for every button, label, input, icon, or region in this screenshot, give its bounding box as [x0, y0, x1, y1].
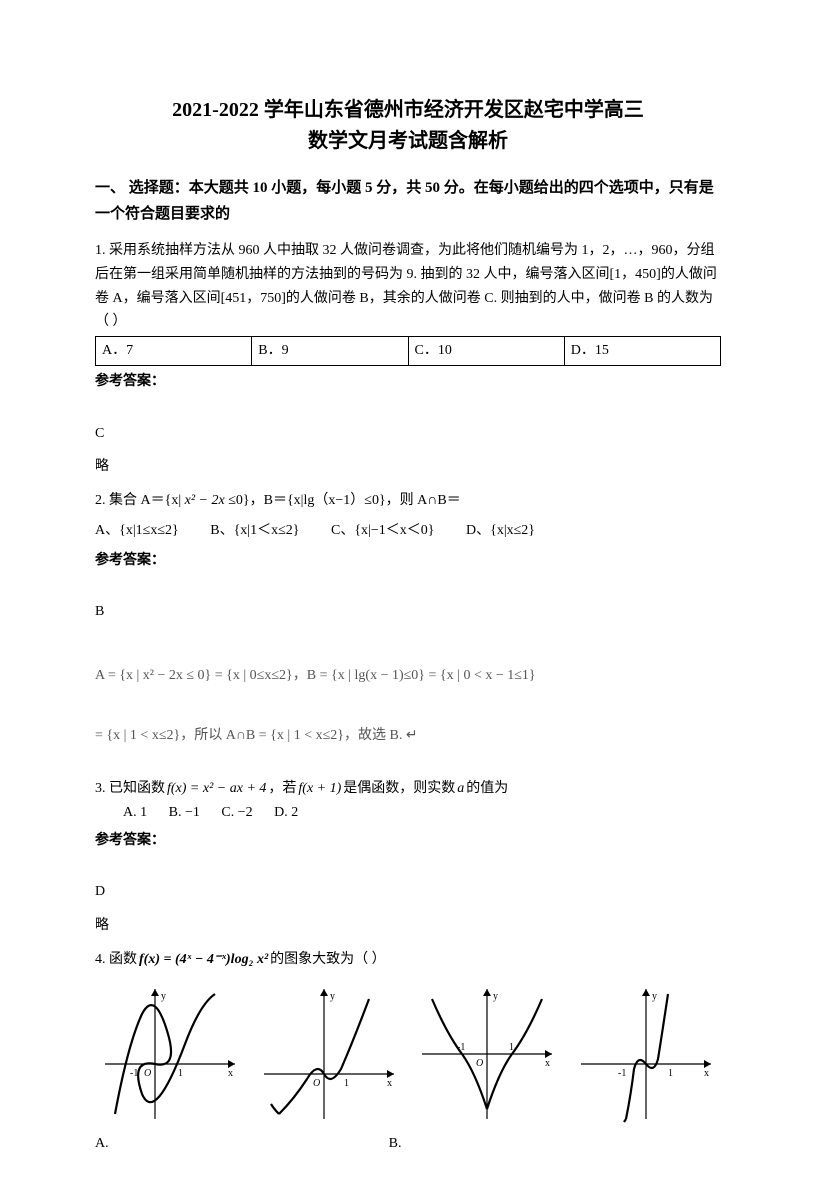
q1-answer: C — [95, 422, 721, 446]
q2-option-a: A、{x|1≤x≤2} — [95, 523, 179, 538]
svg-text:x: x — [228, 1068, 233, 1079]
svg-text:y: y — [652, 991, 657, 1002]
q2-option-c: C、{x|−1＜x＜0} — [331, 523, 434, 538]
q2-option-d: D、{x|x≤2} — [466, 523, 535, 538]
q1-option-d: D．15 — [564, 337, 720, 366]
q1-answer-label: 参考答案： — [95, 370, 721, 394]
q4-text: 4. 函数 f(x) = (4ˣ − 4⁻ˣ)log₂ x² 的图象大致为（ ） — [95, 948, 721, 972]
q3-mid: ，若 — [268, 777, 296, 801]
q2-expr1: x² − 2x — [185, 493, 225, 508]
question-3: 3. 已知函数 f(x) = x² − ax + 4 ，若 f(x + 1) 是… — [95, 777, 721, 938]
q4-pre: 4. 函数 — [95, 948, 137, 972]
q3-text: 3. 已知函数 f(x) = x² − ax + 4 ，若 f(x + 1) 是… — [95, 777, 721, 801]
q4-post: 的图象大致为（ ） — [270, 948, 386, 972]
graph-d: y x -1 1 — [571, 984, 722, 1124]
title-line2: 数学文月考试题含解析 — [95, 124, 721, 158]
q4-label-b: B. — [389, 1132, 402, 1156]
q1-slight: 略 — [95, 455, 721, 479]
q2-answer: B — [95, 600, 721, 624]
svg-text:y: y — [493, 991, 498, 1002]
q4-option-labels: A. B. — [95, 1132, 721, 1156]
q3-tail: 的值为 — [466, 777, 508, 801]
q3-slight: 略 — [95, 914, 721, 938]
q3-expr3: a — [457, 777, 464, 801]
q2-mid: ≤0}，B＝{x|lg（x−1）≤0}，则 A∩B＝ — [225, 493, 461, 508]
q3-post: 是偶函数，则实数 — [343, 777, 455, 801]
q2-pre: 2. 集合 A＝{x| — [95, 493, 185, 508]
q3-option-a: A. 1 — [123, 805, 147, 820]
q1-text: 1. 采用系统抽样方法从 960 人中抽取 32 人做问卷调查，为此将他们随机编… — [95, 239, 721, 334]
q1-option-c: C．10 — [408, 337, 564, 366]
q2-answer-label: 参考答案： — [95, 549, 721, 573]
q4-graphs: y x O -1 1 y x O 1 — [95, 984, 721, 1124]
q3-option-c: C. −2 — [221, 805, 252, 820]
q1-options-table: A．7 B．9 C．10 D．15 — [95, 336, 721, 366]
svg-text:O: O — [313, 1078, 320, 1089]
svg-text:y: y — [161, 991, 166, 1002]
svg-text:1: 1 — [178, 1068, 183, 1079]
q2-options: A、{x|1≤x≤2} B、{x|1＜x≤2} C、{x|−1＜x＜0} D、{… — [95, 519, 721, 543]
svg-text:1: 1 — [668, 1068, 673, 1079]
question-1: 1. 采用系统抽样方法从 960 人中抽取 32 人做问卷调查，为此将他们随机编… — [95, 239, 721, 479]
graph-b: y x O 1 — [254, 984, 405, 1124]
svg-text:y: y — [330, 991, 335, 1002]
q1-option-b: B．9 — [252, 337, 408, 366]
svg-text:x: x — [387, 1078, 392, 1089]
q3-expr1: f(x) = x² − ax + 4 — [167, 777, 266, 801]
svg-text:O: O — [144, 1068, 151, 1079]
question-2: 2. 集合 A＝{x| x² − 2x ≤0}，B＝{x|lg（x−1）≤0}，… — [95, 489, 721, 747]
svg-text:O: O — [476, 1058, 483, 1069]
q2-solution2: = {x | 1 < x≤2}，所以 A∩B = {x | 1 < x≤2}，故… — [95, 724, 721, 748]
title-line1: 2021-2022 学年山东省德州市经济开发区赵宅中学高三 — [95, 96, 721, 124]
q3-answer: D — [95, 880, 721, 904]
q4-expr: f(x) = (4ˣ − 4⁻ˣ)log₂ x² — [139, 948, 268, 972]
q2-solution1: A = {x | x² − 2x ≤ 0} = {x | 0≤x≤2}，B = … — [95, 664, 721, 688]
svg-text:1: 1 — [344, 1078, 349, 1089]
svg-text:x: x — [704, 1068, 709, 1079]
graph-a: y x O -1 1 — [95, 984, 246, 1124]
q2-text: 2. 集合 A＝{x| x² − 2x ≤0}，B＝{x|lg（x−1）≤0}，… — [95, 489, 721, 513]
q1-option-a: A．7 — [96, 337, 252, 366]
q4-label-a: A. — [95, 1132, 109, 1156]
q3-pre: 3. 已知函数 — [95, 777, 165, 801]
q3-option-d: D. 2 — [274, 805, 298, 820]
graph-c: y x O -1 1 — [412, 984, 563, 1124]
svg-text:-1: -1 — [618, 1068, 626, 1079]
section-header: 一、 选择题：本大题共 10 小题，每小题 5 分，共 50 分。在每小题给出的… — [95, 176, 721, 227]
q3-expr2: f(x + 1) — [298, 777, 341, 801]
q3-options: A. 1 B. −1 C. −2 D. 2 — [95, 801, 721, 825]
svg-text:x: x — [545, 1058, 550, 1069]
q2-option-b: B、{x|1＜x≤2} — [210, 523, 299, 538]
q3-option-b: B. −1 — [169, 805, 200, 820]
q3-answer-label: 参考答案： — [95, 829, 721, 853]
question-4: 4. 函数 f(x) = (4ˣ − 4⁻ˣ)log₂ x² 的图象大致为（ ）… — [95, 948, 721, 1156]
